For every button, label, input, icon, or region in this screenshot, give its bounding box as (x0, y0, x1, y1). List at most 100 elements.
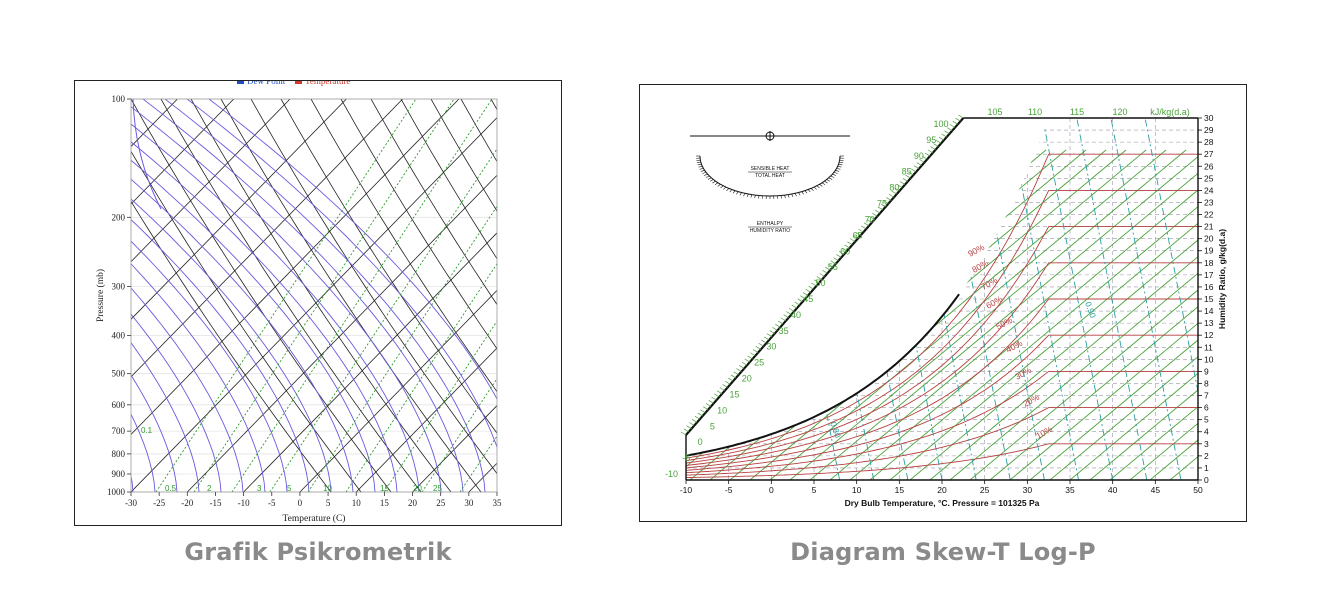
protractor-tick (707, 177, 712, 180)
enthalpy-line (1025, 149, 1198, 480)
dry-adiabat (430, 99, 497, 212)
volume-line (939, 118, 1011, 480)
enthalpy-label: 25 (754, 358, 764, 368)
humidity-tick-label: 12 (1204, 330, 1214, 340)
pressure-tick-label: 800 (112, 449, 126, 459)
enthalpy-label: 40 (791, 310, 801, 320)
enthalpy-minor-tick (958, 114, 964, 119)
temperature-tick-label: -10 (238, 498, 250, 508)
enthalpy-minor-tick (686, 425, 692, 429)
protractor-tick (837, 166, 842, 168)
dry-adiabat (131, 99, 392, 492)
enthalpy-minor-tick (955, 117, 961, 122)
enthalpy-minor-tick (744, 358, 750, 363)
protractor-tick (720, 185, 724, 189)
protractor-tick (794, 193, 797, 197)
protractor-tick (714, 182, 719, 186)
enthalpy-minor-tick (872, 212, 878, 217)
enthalpy-line (1005, 149, 1198, 480)
rh-label: 70% (979, 275, 999, 292)
enthalpy-minor-tick (866, 219, 872, 223)
enthalpy-minor-tick (825, 266, 831, 271)
enthalpy-minor-tick (830, 260, 836, 265)
protractor-tick (717, 184, 721, 187)
enthalpy-minor-tick (855, 231, 861, 236)
enthalpy-minor-tick (819, 273, 825, 277)
enthalpy-line (965, 149, 1198, 480)
protractor-tick (736, 191, 739, 195)
legend-swatch (295, 81, 302, 84)
moist-adiabat (131, 198, 332, 492)
temperature-tick-label: 10 (352, 498, 362, 508)
humidity-ratio-label: HUMIDITY RATIO (750, 228, 790, 234)
rh-curve (686, 370, 1198, 474)
enthalpy-line (805, 149, 1198, 480)
humidity-tick-label: 10 (1204, 354, 1214, 364)
left-plot-area (131, 99, 563, 492)
enthalpy-minor-tick (733, 371, 739, 376)
enthalpy-minor-tick (766, 333, 773, 338)
left-plot-frame (130, 98, 498, 493)
humidity-tick-label: 15 (1204, 294, 1214, 304)
enthalpy-minor-tick (711, 396, 717, 401)
enthalpy-minor-tick (727, 377, 734, 382)
saturation-curve (685, 293, 960, 457)
enthalpy-label: -5 (682, 453, 690, 463)
enthalpy-minor-tick (836, 254, 842, 258)
enthalpy-label: -10 (665, 469, 678, 479)
enthalpy-minor-tick (719, 387, 726, 391)
enthalpy-line (785, 149, 1198, 480)
enthalpy-minor-tick (752, 349, 759, 353)
left-xlabel: Temperature (C) (283, 513, 346, 524)
enthalpy-minor-tick (691, 419, 698, 423)
protractor-tick (700, 170, 705, 172)
protractor-tick (798, 192, 801, 196)
moist-adiabat (131, 341, 200, 492)
protractor-tick (729, 189, 733, 193)
protractor-tick (810, 188, 814, 191)
protractor-tick (699, 168, 704, 170)
temperature-tick-label: -25 (153, 498, 165, 508)
isotherm-line (299, 289, 497, 492)
enthalpy-minor-tick (725, 380, 731, 385)
enthalpy-minor-tick (844, 244, 850, 249)
enthalpy-minor-tick (922, 155, 928, 160)
isotherm-line (131, 117, 497, 492)
humidity-tick-label: 26 (1204, 161, 1214, 171)
enthalpy-minor-tick (708, 399, 714, 404)
protractor-tick (787, 194, 790, 198)
mixing-ratio-line (155, 99, 417, 492)
temperature-tick-label: 30 (1023, 485, 1033, 495)
sensible-heat-label: SENSIBLE HEAT (751, 166, 790, 172)
enthalpy-line (1105, 149, 1198, 480)
enthalpy-minor-tick (908, 171, 914, 176)
mixing-ratio-label: 2 (207, 484, 212, 493)
enthalpy-minor-tick (769, 330, 775, 334)
enthalpy-minor-tick (761, 339, 767, 344)
rh-label: 80% (970, 258, 990, 275)
enthalpy-minor-tick (783, 314, 789, 319)
protractor-tick (703, 173, 708, 176)
temperature-tick-label: -20 (181, 498, 193, 508)
mixing-ratio-label: 25 (433, 484, 442, 493)
enthalpy-minor-tick (736, 368, 742, 372)
protractor-tick (743, 193, 746, 197)
isotherm-line (468, 462, 497, 492)
rh-curve (686, 153, 1198, 459)
protractor-tick (828, 177, 833, 180)
mixing-ratio-label: 10 (323, 484, 332, 493)
enthalpy-line (885, 149, 1198, 480)
enthalpy-minor-tick (841, 247, 848, 252)
enthalpy-minor-tick (683, 428, 689, 433)
enthalpy-minor-tick (816, 276, 823, 280)
dry-adiabat (521, 99, 563, 492)
enthalpy-label: 0 (698, 437, 703, 447)
left-legend: Dew Point Temperature (237, 81, 350, 86)
protractor-tick (824, 180, 828, 184)
right-chart-svg: -10-505101520253035404550556065707580859… (665, 107, 1227, 508)
dry-adiabat (551, 99, 563, 492)
dry-adiabat (400, 99, 497, 260)
enthalpy-minor-tick (891, 190, 897, 195)
enthalpy-minor-tick (747, 355, 753, 360)
enthalpy-label: 60 (840, 246, 850, 256)
